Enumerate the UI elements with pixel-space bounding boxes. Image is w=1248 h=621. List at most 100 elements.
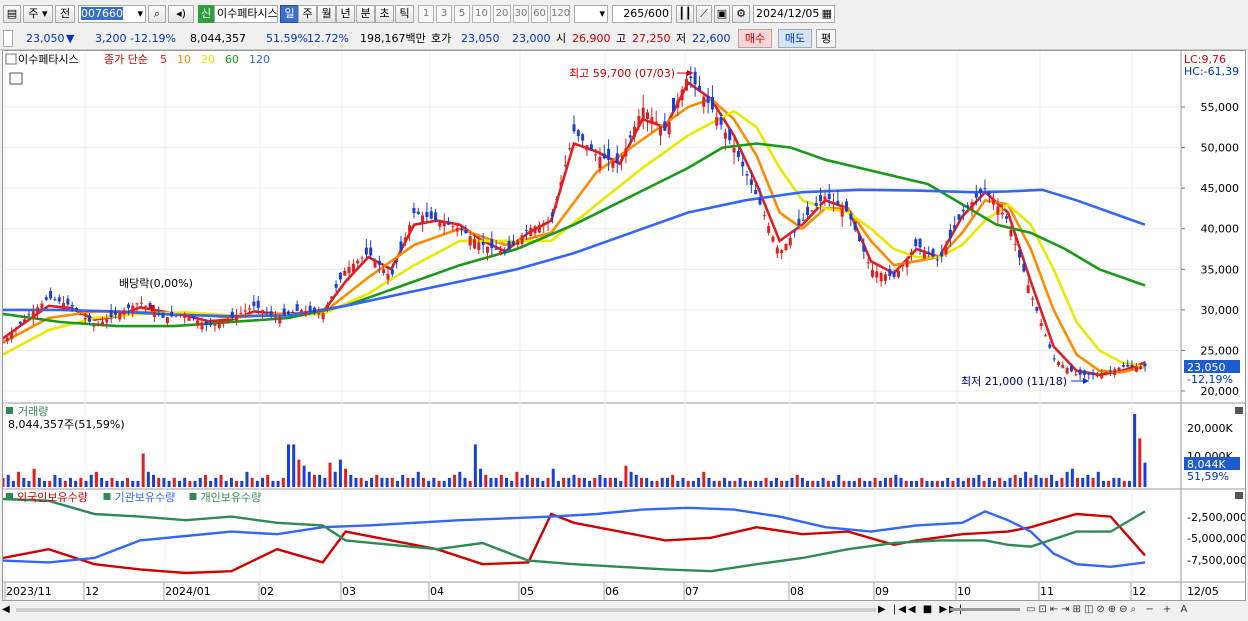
candle-type-icon[interactable]: ┃┃ xyxy=(676,5,694,23)
date-input[interactable]: 2024/12/05 ▦ xyxy=(753,5,835,23)
chart-menu-icon[interactable]: ▤ xyxy=(3,5,21,23)
volume-bar xyxy=(1122,480,1126,487)
candle-body xyxy=(966,205,970,207)
period-button-5[interactable]: 초 xyxy=(375,5,394,23)
volume-bar xyxy=(458,471,462,487)
scroll-left-icon[interactable]: ◀ xyxy=(2,604,10,615)
candle-body xyxy=(892,272,896,277)
draw-tool-icon[interactable]: ⟋ xyxy=(696,5,712,23)
candle-body xyxy=(312,307,316,313)
volume-bar xyxy=(972,477,976,487)
candle-body xyxy=(455,227,459,232)
candle-body xyxy=(36,307,40,314)
volume-bar xyxy=(494,477,498,487)
period-button-2[interactable]: 월 xyxy=(317,5,336,23)
scroll-track[interactable] xyxy=(16,608,876,612)
period-button-4[interactable]: 분 xyxy=(356,5,375,23)
candle-body xyxy=(135,303,139,305)
volume-panel-close-icon[interactable] xyxy=(1235,407,1243,414)
volume-bar xyxy=(188,480,192,487)
candle-body xyxy=(213,323,217,326)
candle-body xyxy=(641,107,645,122)
candle-body xyxy=(131,305,135,313)
candle-body xyxy=(235,315,239,321)
holdings-panel-close-icon[interactable] xyxy=(1235,492,1243,499)
bar-count-input[interactable]: 265/600 xyxy=(612,5,672,23)
sound-icon[interactable]: ◂) xyxy=(168,5,194,23)
candle-body xyxy=(490,239,494,249)
open-label: 시 xyxy=(556,32,567,45)
quote-toggle-icon[interactable] xyxy=(3,30,13,47)
x-axis-label: 06 xyxy=(605,585,619,598)
volume-bar xyxy=(873,477,877,487)
x-axis-label: 07 xyxy=(685,585,699,598)
market-select[interactable]: 주 ▾ xyxy=(23,5,53,23)
legend-ma-label: 종가 단순 xyxy=(104,53,148,66)
low-label: 저 xyxy=(676,32,687,45)
candle-body xyxy=(780,250,784,254)
volume-bar xyxy=(489,477,493,487)
buy-button[interactable]: 매수 xyxy=(738,29,772,48)
volume-bar xyxy=(889,477,893,487)
candle-body xyxy=(204,321,208,325)
playback-icons[interactable]: ▶ |◀◀ ■ ▶▶| xyxy=(878,604,965,615)
gear-icon[interactable]: ⚙ xyxy=(732,5,750,23)
volume-bar xyxy=(723,477,727,487)
bottom-scrollbar[interactable]: ◀ ▶ |◀◀ ■ ▶▶| ▭⊡⇤⇥⊞◫⊘⊕⊖⌕ − + A xyxy=(0,601,1248,621)
save-icon[interactable]: ▣ xyxy=(714,5,730,23)
interval-button-4[interactable]: 20 xyxy=(493,5,511,23)
interval-button-1[interactable]: 3 xyxy=(436,5,452,23)
search-icon[interactable]: ⌕ xyxy=(148,5,166,23)
volume-bar xyxy=(1,477,5,487)
interval-button-6[interactable]: 60 xyxy=(531,5,548,23)
candle-body xyxy=(408,225,412,233)
sell-button[interactable]: 매도 xyxy=(778,29,812,48)
ma-line-60 xyxy=(2,142,1146,328)
calculator-icon[interactable] xyxy=(9,72,23,85)
volume-bar xyxy=(582,477,586,487)
volume-bar xyxy=(292,444,296,487)
candle-body xyxy=(728,129,732,141)
interval-button-3[interactable]: 10 xyxy=(472,5,491,23)
volume-bar xyxy=(806,480,810,487)
zoom-slider[interactable] xyxy=(950,608,1020,611)
volume-bar xyxy=(717,480,721,487)
prev-button[interactable]: 전 xyxy=(55,5,75,23)
volume-bar xyxy=(1107,480,1111,487)
interval-button-5[interactable]: 30 xyxy=(513,5,529,23)
tool-icons[interactable]: ▭⊡⇤⇥⊞◫⊘⊕⊖⌕ − + A xyxy=(1026,604,1191,615)
chart-svg[interactable]: 20,000 25,000 30,000 35,000 40,000 45,000 50,0… xyxy=(1,51,1247,600)
candle-body xyxy=(485,246,489,253)
chart-area[interactable]: 20,000 25,000 30,000 35,000 40,000 45,000 50,0… xyxy=(1,50,1247,601)
candle-body xyxy=(1130,365,1134,367)
y-tick-label: 35,000 xyxy=(1201,263,1240,276)
volume-bar xyxy=(920,477,924,487)
period-custom-select[interactable]: ▾ xyxy=(574,5,608,23)
volume-bar xyxy=(37,477,41,487)
period-button-0[interactable]: 일 xyxy=(280,5,299,23)
candle-body xyxy=(888,269,892,276)
candle-body xyxy=(953,225,957,229)
volume-ratio: 51.59% xyxy=(266,32,308,45)
period-button-1[interactable]: 주 xyxy=(298,5,317,23)
interval-button-2[interactable]: 5 xyxy=(454,5,470,23)
candle-body xyxy=(870,269,874,277)
candle-body xyxy=(823,196,827,200)
stock-code-input[interactable]: 007660 ▾ xyxy=(78,5,146,23)
period-button-6[interactable]: 틱 xyxy=(395,5,414,23)
legend-toggle-icon[interactable] xyxy=(5,53,17,65)
candle-body xyxy=(784,243,788,250)
candle-body xyxy=(1104,372,1108,375)
eval-button[interactable]: 평 xyxy=(816,29,836,48)
interval-button-7[interactable]: 120 xyxy=(550,5,570,23)
candle-body xyxy=(5,337,9,342)
candle-body xyxy=(858,235,861,241)
candle-body xyxy=(425,211,429,218)
candle-body xyxy=(395,260,399,263)
volume-bar xyxy=(1060,477,1064,487)
volume-bar xyxy=(271,480,275,487)
volume-bar xyxy=(598,474,602,487)
period-button-3[interactable]: 년 xyxy=(336,5,355,23)
candle-body xyxy=(970,202,974,210)
interval-button-0[interactable]: 1 xyxy=(418,5,434,23)
